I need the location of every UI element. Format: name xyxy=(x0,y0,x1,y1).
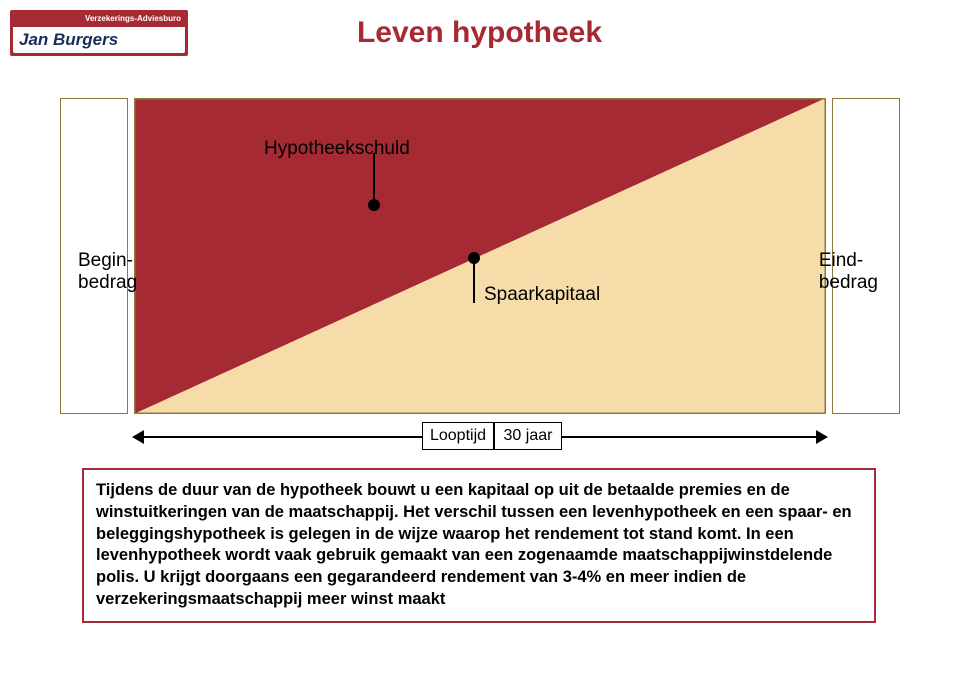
jaren-label: 30 jaar xyxy=(494,422,562,450)
label-eind: Eind- bedrag xyxy=(819,250,878,294)
label-eind-l2: bedrag xyxy=(819,272,878,293)
diagram-area: Begin- bedrag Eind- bedrag Hypotheekschu… xyxy=(60,90,900,440)
label-eind-l1: Eind- xyxy=(819,250,863,271)
arrow-left-icon xyxy=(132,430,144,444)
label-hypotheekschuld: Hypotheekschuld xyxy=(264,138,410,160)
schuld-dot xyxy=(368,199,380,211)
chart-svg xyxy=(134,98,826,414)
timeline: Looptijd 30 jaar xyxy=(134,422,826,450)
arrow-right-icon xyxy=(816,430,828,444)
chart: Begin- bedrag Eind- bedrag Hypotheekschu… xyxy=(134,98,826,414)
schuld-connector xyxy=(373,153,375,205)
label-begin: Begin- bedrag xyxy=(78,250,137,294)
spaar-dot xyxy=(468,252,480,264)
page-title: Leven hypotheek xyxy=(0,16,959,50)
label-begin-l2: bedrag xyxy=(78,272,137,293)
spaar-connector xyxy=(473,258,475,303)
description-box: Tijdens de duur van de hypotheek bouwt u… xyxy=(82,468,876,623)
looptijd-label: Looptijd xyxy=(422,422,494,450)
label-begin-l1: Begin- xyxy=(78,250,133,271)
label-spaarkapitaal: Spaarkapitaal xyxy=(484,284,600,306)
